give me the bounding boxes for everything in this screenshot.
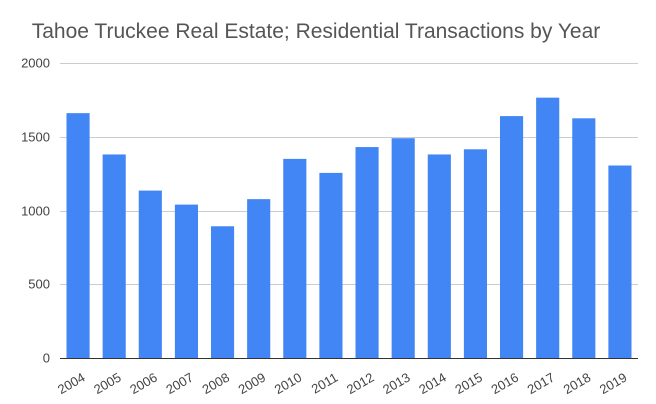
bar-2015	[463, 149, 487, 358]
bar-2009	[247, 199, 271, 358]
x-tick-label: 2004	[55, 370, 88, 397]
bar-2014	[427, 154, 451, 358]
bar-2012	[355, 147, 379, 358]
bar-2013	[391, 138, 415, 358]
x-tick-label: 2017	[525, 370, 558, 397]
x-tick-label: 2018	[561, 370, 594, 397]
x-tick-label: 2016	[489, 370, 522, 397]
x-tick-label: 2011	[309, 370, 341, 397]
bar-2018	[572, 118, 596, 358]
x-tick-label: 2008	[200, 370, 233, 397]
x-tick-label: 2006	[127, 370, 160, 397]
x-tick-label: 2015	[452, 370, 485, 397]
bar-2010	[283, 158, 307, 359]
x-tick-label: 2007	[163, 370, 196, 397]
y-tick-label: 0	[43, 351, 50, 366]
bar-2004	[66, 113, 90, 359]
x-tick-label: 2005	[91, 370, 124, 397]
bar-2019	[608, 165, 632, 358]
x-tick-label: 2009	[236, 370, 269, 397]
bar-2016	[500, 116, 524, 358]
x-tick-label: 2019	[597, 370, 630, 397]
bar-2008	[211, 226, 235, 358]
bar-2017	[536, 97, 560, 358]
x-tick-label: 2013	[380, 370, 413, 397]
bar-2011	[319, 172, 343, 358]
y-tick-label: 1500	[21, 130, 50, 145]
y-axis: 0 500 1000 1500 2000	[21, 56, 50, 366]
y-tick-label: 1000	[21, 204, 50, 219]
x-tick-label: 2010	[272, 370, 305, 397]
y-tick-label: 2000	[21, 56, 50, 71]
bar-2005	[102, 154, 126, 358]
x-tick-label: 2014	[416, 370, 449, 397]
y-tick-label: 500	[28, 277, 50, 292]
bar-2006	[138, 190, 162, 358]
x-tick-label: 2012	[344, 370, 377, 397]
bars	[66, 97, 632, 359]
chart-title: Tahoe Truckee Real Estate; Residential T…	[32, 20, 601, 43]
bar-2007	[174, 204, 198, 358]
x-axis: 2004 2005 2006 2007 2008 2009 2010 2011 2012 2013…	[55, 358, 638, 397]
